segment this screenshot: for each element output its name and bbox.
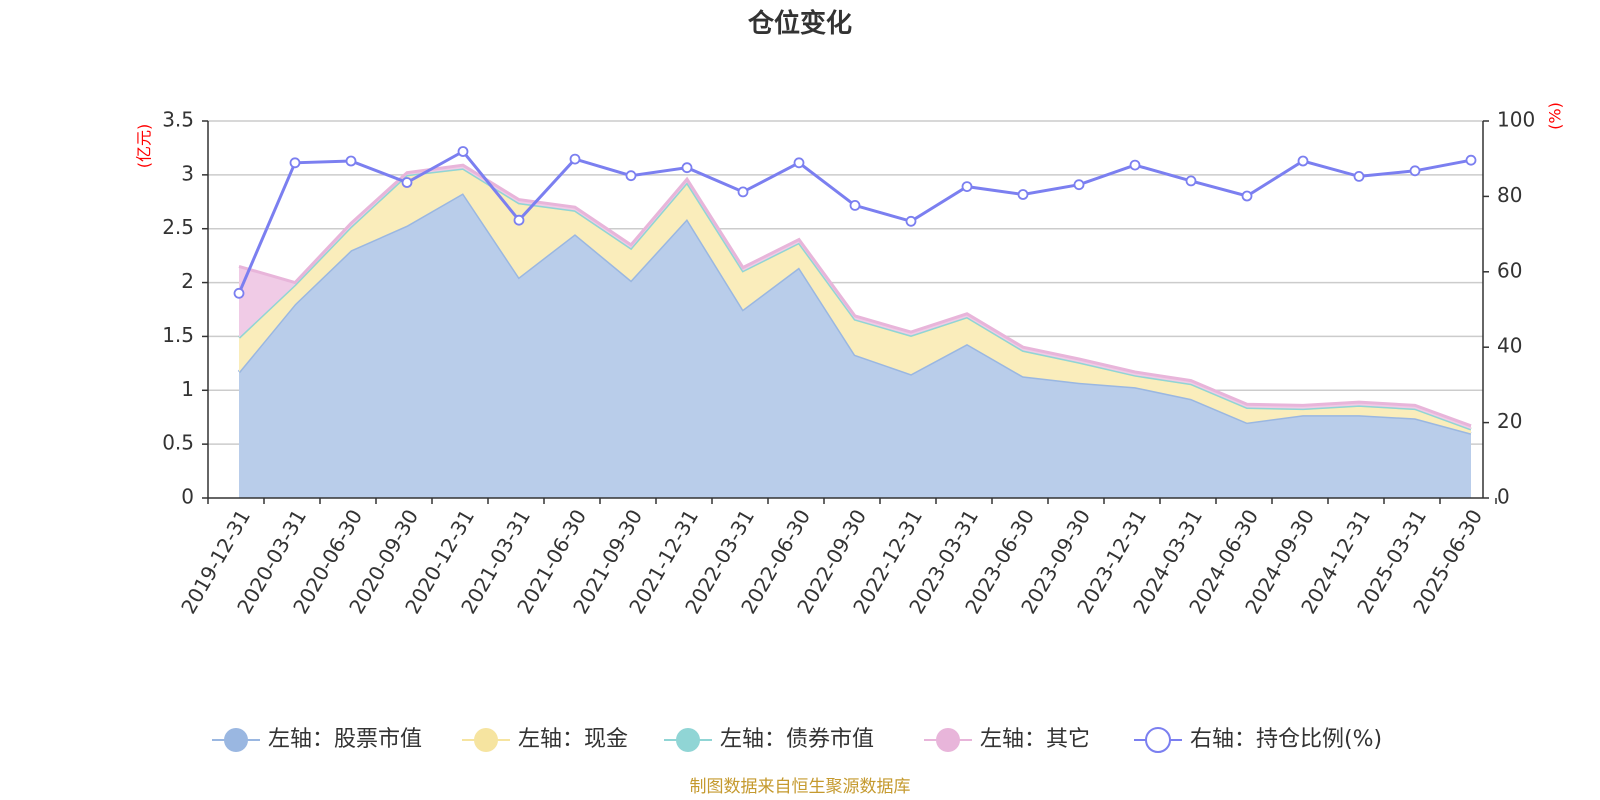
ratio-point (737, 186, 749, 198)
left-tick-label: 0.5 (162, 431, 194, 455)
ratio-point (681, 162, 693, 174)
right-axis-unit: (%) (1546, 102, 1565, 130)
right-tick-label: 0 (1497, 485, 1510, 509)
right-tick-label: 100 (1497, 108, 1535, 132)
right-tick-label: 20 (1497, 409, 1522, 433)
legend-label: 左轴：现金 (518, 727, 628, 752)
ratio-point (569, 153, 581, 165)
chart-title: 仓位变化 (747, 8, 852, 39)
right-tick-label: 40 (1497, 334, 1522, 358)
area-series-1 (239, 168, 1471, 434)
ratio-point (1409, 165, 1421, 177)
right-tick-label: 80 (1497, 183, 1522, 207)
stacked-areas (237, 163, 1472, 498)
ratio-point (905, 215, 917, 227)
ratio-point (289, 157, 301, 169)
legend-marker (1145, 727, 1171, 753)
ratio-point (401, 177, 413, 188)
left-tick-label: 0 (181, 485, 194, 509)
ratio-point (513, 214, 525, 226)
ratio-point (457, 146, 469, 157)
ratio-point (793, 157, 805, 169)
ratio-point (625, 170, 637, 182)
ratio-point (345, 155, 357, 167)
legend-marker (676, 728, 700, 752)
legend: 左轴：股票市值 左轴：现金 左轴：债券市值 左轴：其它 右轴：持仓比例(%) (212, 727, 1382, 753)
legend-label: 左轴：股票市值 (268, 727, 422, 752)
ratio-point (961, 181, 973, 193)
ratio-point (1073, 179, 1085, 191)
left-tick-label: 2 (181, 269, 194, 293)
ratio-point (1185, 175, 1197, 187)
source-note: 制图数据来自恒生聚源数据库 (690, 777, 911, 797)
legend-label: 左轴：债券市值 (720, 727, 874, 752)
legend-marker (936, 728, 960, 752)
left-tick-label: 2.5 (162, 215, 194, 239)
area-series-0 (239, 193, 1471, 498)
ratio-point (1353, 170, 1365, 182)
ratio-line (233, 146, 1477, 299)
left-axis-unit: (亿元) (135, 124, 154, 169)
legend-marker (224, 728, 248, 752)
left-tick-label: 1.5 (162, 323, 194, 347)
ratio-point (1465, 154, 1477, 166)
right-tick-label: 60 (1497, 258, 1522, 282)
legend-label: 右轴：持仓比例(%) (1190, 727, 1382, 752)
ratio-point (1129, 159, 1141, 171)
ratio-point (849, 199, 861, 211)
ratio-point (1297, 155, 1309, 167)
ratio-point (1241, 190, 1253, 202)
ratio-point (233, 287, 245, 299)
left-tick-label: 1 (181, 377, 194, 401)
legend-label: 左轴：其它 (980, 727, 1090, 752)
left-tick-label: 3.5 (162, 108, 194, 132)
ratio-point (1017, 189, 1029, 200)
legend-marker (474, 728, 498, 752)
area-edge-3 (238, 163, 1472, 428)
left-tick-label: 3 (181, 161, 194, 185)
